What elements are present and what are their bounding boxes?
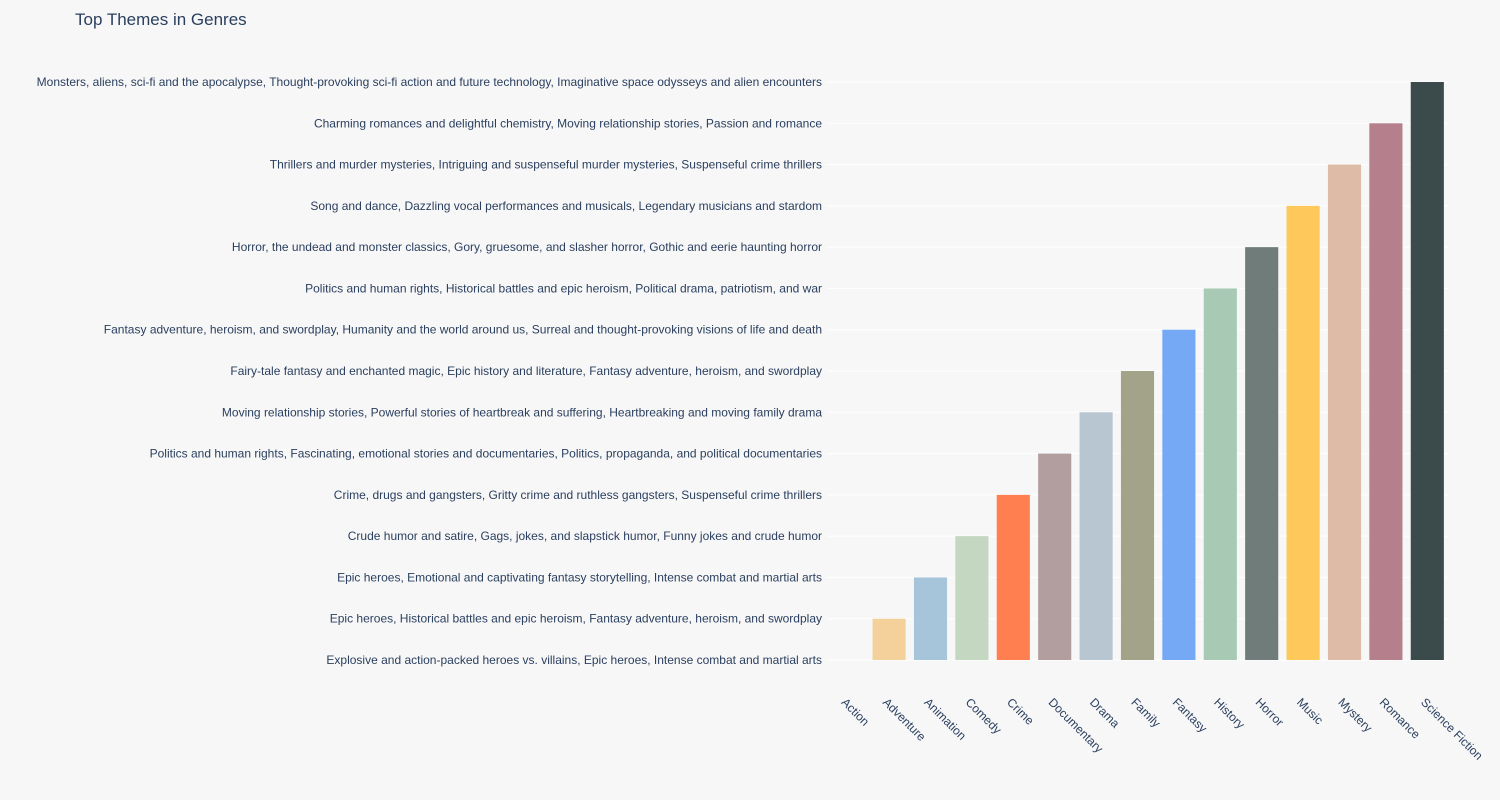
- chart-title: Top Themes in Genres: [75, 10, 247, 29]
- bar-comedy: [955, 536, 989, 660]
- y-tick-label: Charming romances and delightful chemist…: [314, 116, 822, 130]
- y-tick-label: Epic heroes, Emotional and captivating f…: [337, 570, 822, 584]
- y-tick-label: Moving relationship stories, Powerful st…: [222, 405, 822, 419]
- y-tick-label: Politics and human rights, Historical ba…: [305, 281, 822, 295]
- bar-science-fiction: [1410, 82, 1444, 660]
- bar-drama: [1079, 412, 1113, 660]
- y-tick-label: Fantasy adventure, heroism, and swordpla…: [104, 323, 822, 337]
- bar-documentary: [1038, 453, 1072, 660]
- bar-romance: [1369, 123, 1403, 661]
- bar-horror: [1245, 247, 1279, 660]
- y-tick-label: Epic heroes, Historical battles and epic…: [330, 612, 822, 626]
- y-tick-label: Monsters, aliens, sci-fi and the apocaly…: [37, 75, 822, 89]
- bar-mystery: [1327, 164, 1362, 661]
- bar-music: [1286, 205, 1320, 660]
- y-tick-label: Song and dance, Dazzling vocal performan…: [310, 199, 822, 213]
- y-tick-label: Explosive and action-packed heroes vs. v…: [326, 653, 822, 667]
- y-axis-tick-labels: Explosive and action-packed heroes vs. v…: [37, 75, 823, 667]
- bar-animation: [913, 577, 948, 660]
- bar-fantasy: [1162, 329, 1196, 660]
- bars: [872, 82, 1444, 661]
- y-tick-label: Thrillers and murder mysteries, Intrigui…: [270, 158, 822, 172]
- bar-adventure: [872, 618, 906, 660]
- bar-family: [1120, 371, 1155, 660]
- bar-crime: [996, 494, 1030, 660]
- y-tick-label: Fairy-tale fantasy and enchanted magic, …: [230, 364, 822, 378]
- y-tick-label: Horror, the undead and monster classics,…: [232, 240, 822, 254]
- bar-history: [1203, 288, 1237, 660]
- y-tick-label: Crime, drugs and gangsters, Gritty crime…: [334, 488, 822, 502]
- y-tick-label: Politics and human rights, Fascinating, …: [150, 447, 822, 461]
- y-tick-label: Crude humor and satire, Gags, jokes, and…: [348, 529, 822, 543]
